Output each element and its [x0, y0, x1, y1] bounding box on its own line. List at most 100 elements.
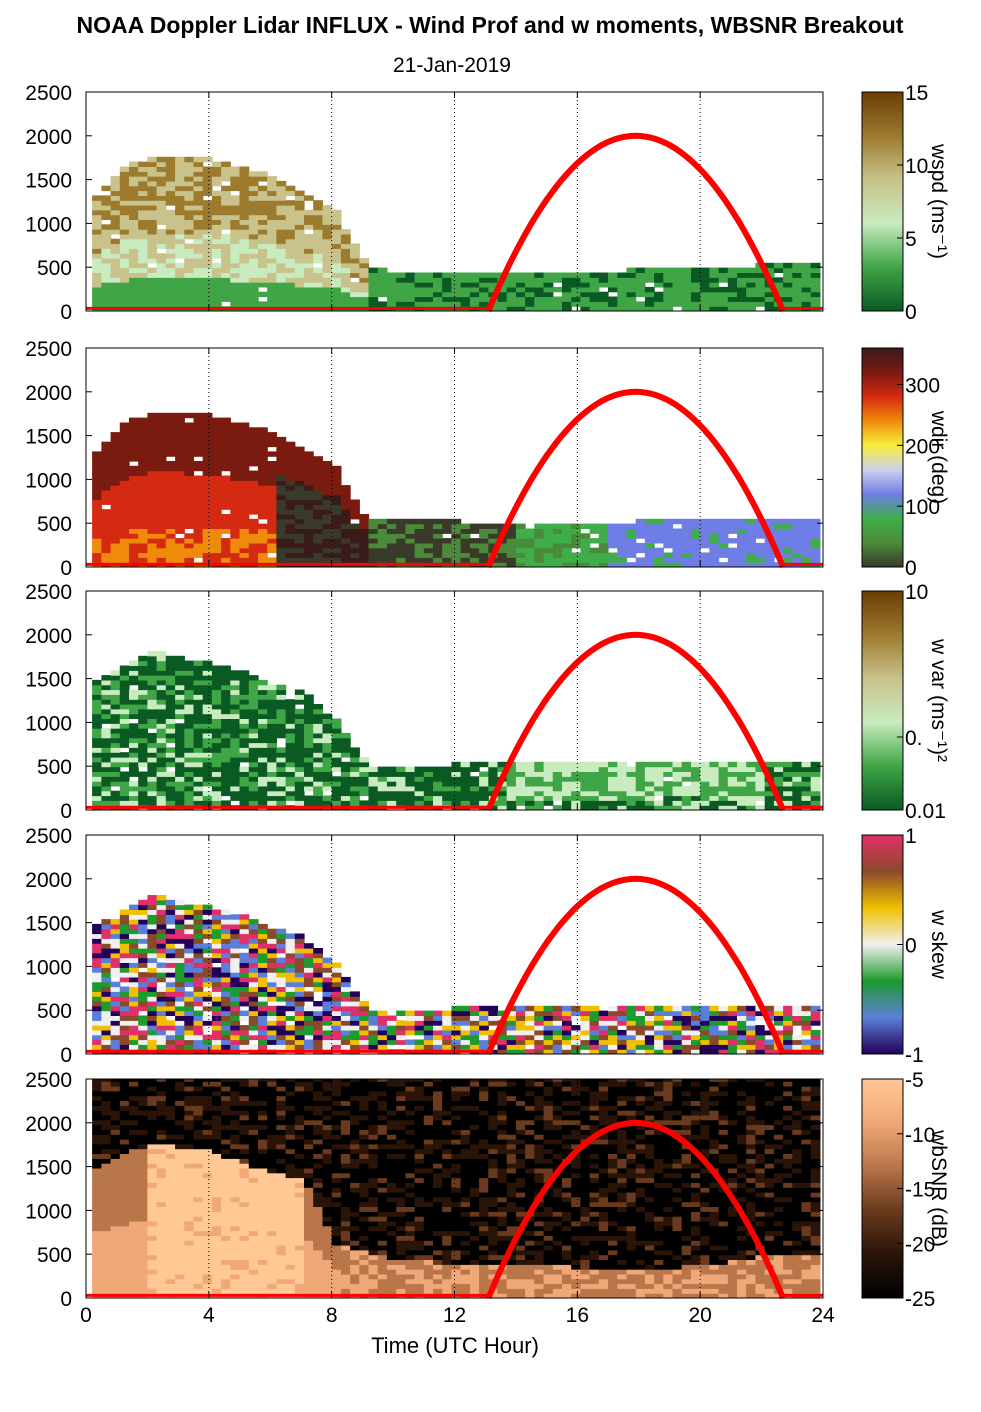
heatmap-cell — [156, 262, 167, 269]
heatmap-cell — [211, 771, 222, 777]
heatmap-cell — [469, 291, 480, 298]
heatmap-cell — [175, 205, 185, 211]
heatmap-cell — [258, 224, 268, 230]
heatmap-cell — [101, 243, 112, 249]
heatmap-cell — [202, 1044, 213, 1050]
heatmap-cell — [718, 533, 729, 539]
heatmap-cell — [138, 436, 148, 443]
heatmap-cell — [101, 296, 112, 302]
heatmap-cell — [322, 528, 333, 534]
heatmap-cell — [644, 267, 655, 273]
heatmap-cell — [737, 282, 747, 288]
heatmap-cell — [294, 214, 305, 220]
heatmap-cell — [691, 1049, 701, 1054]
heatmap-cell — [239, 514, 250, 520]
heatmap-cell — [396, 272, 406, 278]
heatmap-cell — [368, 547, 379, 554]
heatmap-cell — [801, 267, 812, 273]
heatmap-cell — [211, 737, 222, 744]
heatmap-cell — [138, 557, 148, 563]
heatmap-cell — [239, 518, 250, 525]
heatmap-cell — [239, 996, 250, 1002]
heatmap-cell — [294, 229, 305, 235]
heatmap-cell — [322, 1039, 333, 1045]
heatmap-cell — [276, 991, 287, 997]
heatmap-cell — [221, 976, 231, 983]
heatmap-cell — [635, 291, 646, 298]
heatmap-cell — [119, 967, 130, 973]
heatmap-cell — [718, 306, 729, 311]
heatmap-cell — [202, 504, 213, 510]
heatmap-cell — [654, 533, 664, 539]
heatmap-cell — [377, 282, 388, 288]
heatmap-cell — [138, 480, 148, 486]
heatmap-cell — [258, 494, 268, 501]
heatmap-cell — [331, 243, 342, 249]
heatmap-cell — [101, 699, 112, 705]
heatmap-cell — [92, 991, 102, 997]
heatmap-cell — [175, 781, 185, 787]
heatmap-cell — [202, 238, 213, 245]
heatmap-cell — [184, 557, 195, 563]
heatmap-cell — [433, 1039, 443, 1045]
heatmap-cell — [248, 185, 259, 192]
heatmap-cell — [230, 219, 241, 225]
heatmap-cell — [285, 224, 296, 230]
heatmap-cell — [129, 436, 139, 443]
heatmap-cell — [488, 1005, 499, 1012]
heatmap-cell — [239, 1025, 250, 1031]
heatmap-cell — [552, 1034, 563, 1041]
heatmap-cell — [377, 1039, 388, 1045]
heatmap-cell — [165, 509, 176, 515]
heatmap-cell — [313, 1044, 323, 1050]
heatmap-cell — [230, 919, 241, 925]
heatmap-cell — [184, 689, 195, 695]
heatmap-cell — [773, 533, 784, 539]
heatmap-cell — [248, 205, 259, 211]
heatmap-cell — [230, 679, 241, 686]
heatmap-cell — [727, 528, 738, 534]
heatmap-cell — [322, 485, 333, 491]
heatmap-cell — [119, 277, 130, 283]
heatmap-cell — [101, 923, 112, 930]
heatmap-cell — [672, 286, 683, 293]
heatmap-cell — [681, 547, 692, 554]
heatmap-cell — [285, 451, 296, 457]
heatmap-cell — [101, 282, 112, 288]
heatmap-cell — [239, 499, 250, 505]
heatmap-cell — [110, 699, 121, 705]
heatmap-cell — [350, 248, 360, 254]
heatmap-cell — [700, 528, 710, 534]
heatmap-cell — [175, 432, 185, 438]
heatmap-cell — [267, 185, 277, 192]
heatmap-cell — [359, 547, 370, 554]
heatmap-cell — [138, 704, 148, 710]
heatmap-cell — [460, 790, 471, 797]
heatmap-cell — [129, 432, 139, 438]
heatmap-cell — [451, 1034, 462, 1041]
heatmap-cell — [230, 1044, 241, 1050]
heatmap-cell — [313, 480, 323, 486]
heatmap-cell — [543, 528, 554, 534]
heatmap-cell — [258, 943, 268, 949]
heatmap-cell — [184, 432, 195, 438]
heatmap-cell — [644, 790, 655, 797]
heatmap-cell — [221, 1015, 231, 1021]
heatmap-cell — [184, 248, 195, 254]
heatmap-cell — [451, 552, 462, 558]
heatmap-cell — [304, 494, 314, 501]
heatmap-cell — [718, 1044, 729, 1050]
heatmap-cell — [101, 713, 112, 719]
heatmap-cell — [248, 190, 259, 196]
heatmap-cell — [119, 224, 130, 230]
heatmap-cell — [202, 509, 213, 515]
heatmap-cell — [663, 306, 674, 311]
heatmap-cell — [479, 761, 489, 768]
heatmap-cell — [285, 962, 296, 968]
heatmap-cell — [359, 258, 370, 264]
heatmap-cell — [101, 689, 112, 695]
heatmap-cell — [193, 427, 204, 433]
heatmap-cell — [202, 219, 213, 225]
heatmap-cell — [589, 562, 600, 567]
heatmap-cell — [396, 1029, 406, 1036]
